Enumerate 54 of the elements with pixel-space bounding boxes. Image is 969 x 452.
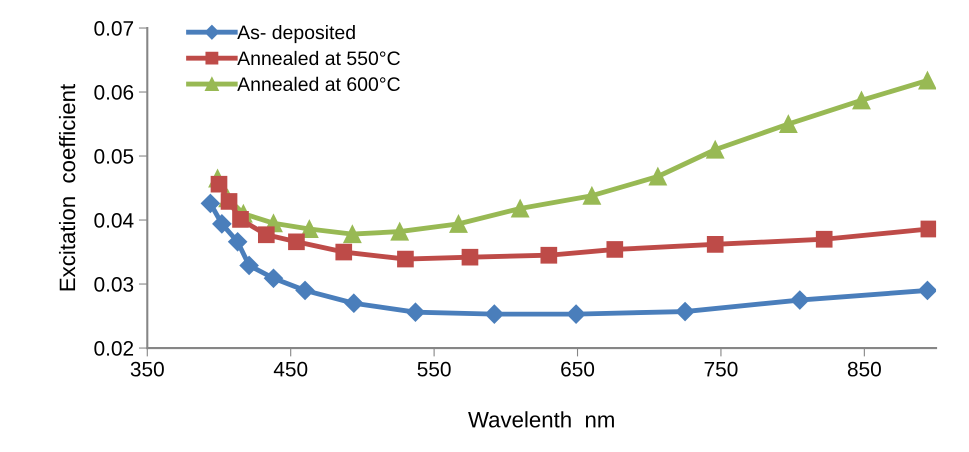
point [462,248,478,266]
point [484,304,504,324]
point [390,222,409,241]
point [335,244,352,260]
point [852,91,871,110]
point [258,226,275,244]
y-tick-label: 0.04 [94,213,134,228]
point [779,115,798,134]
x-tick-label: 850 [848,362,881,377]
point [648,167,667,186]
legend-label: As- deposited [237,24,355,44]
point [397,250,414,268]
point [676,302,695,322]
legend-label: Annealed at 550°C [237,50,400,66]
point [344,294,364,313]
point [210,176,228,193]
point [920,220,936,238]
point [511,199,530,218]
x-axis-title: Wavelenth nm [468,411,614,428]
point [296,280,315,300]
x-tick-label: 350 [130,362,164,377]
legend-label: Annealed at 600°C [237,76,400,92]
point [918,71,936,90]
y-tick-label: 0.02 [94,341,134,356]
point [240,256,259,276]
point [606,241,624,258]
point [406,302,425,322]
point [790,290,810,310]
point [566,304,586,324]
x-tick-label: 750 [704,362,738,377]
point [212,214,232,234]
point [449,214,468,233]
y-axis-title: Excitation coefficient [58,84,76,290]
point [264,268,284,288]
x-tick-label: 550 [418,362,451,377]
y-tick-label: 0.06 [94,85,134,100]
point [816,230,833,248]
point [918,280,936,300]
x-tick-label: 650 [561,362,594,377]
point [228,232,248,252]
point [706,140,724,159]
point [232,211,249,228]
y-tick-label: 0.03 [94,277,134,292]
y-tick-label: 0.07 [94,21,134,36]
y-tick-label: 0.05 [94,149,134,164]
point [288,233,305,250]
point [706,236,724,253]
point [582,186,601,205]
point [200,194,220,213]
x-tick-label: 450 [274,362,308,377]
point [220,193,238,210]
point [300,220,318,238]
point [343,225,362,244]
point [540,246,558,264]
